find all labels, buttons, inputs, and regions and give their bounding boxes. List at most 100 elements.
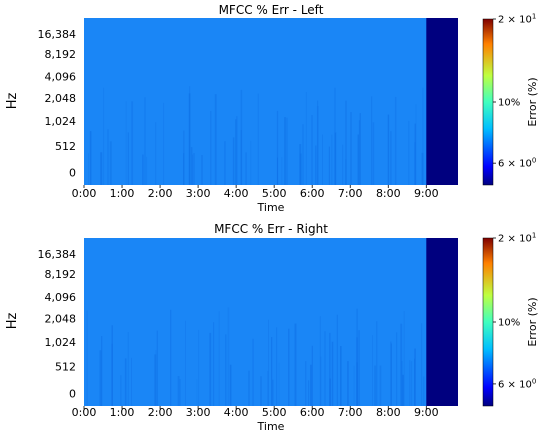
heatmap-streak (288, 328, 290, 406)
heatmap-streak (415, 104, 417, 185)
heatmap-streak (170, 309, 172, 406)
x-tick-label: 8:00 (376, 406, 401, 419)
heatmap-streak (213, 322, 215, 406)
colorbar-tick-exponent: 0 (532, 377, 536, 385)
colorbar-tick-label: 6 × 100 (498, 377, 536, 390)
heatmap-streak (277, 157, 278, 185)
colorbar-tick-base: 6 × 10 (498, 379, 532, 390)
x-axis-label-1: Time (257, 420, 285, 433)
x-tick-label: 8:00 (376, 187, 401, 200)
colorbar-tick-label: 10% (498, 98, 520, 109)
heatmap-streak (185, 320, 186, 406)
heatmap-streak (272, 379, 274, 406)
colorbar-tick-label: 2 × 101 (498, 232, 536, 245)
heatmap-streak (107, 129, 109, 185)
heatmap-streak (422, 376, 425, 406)
heatmap-streak (276, 110, 279, 185)
heatmap-streak (305, 92, 307, 185)
x-tick-label: 7:00 (338, 187, 363, 200)
x-tick-label: 4:00 (224, 187, 249, 200)
heatmap-streak (353, 365, 355, 406)
heatmap-streak (358, 330, 360, 406)
y-tick-label: 16,384 (38, 248, 77, 261)
x-tick-label: 3:00 (186, 406, 211, 419)
heatmap-streak (189, 86, 191, 185)
x-tick-label: 6:00 (300, 187, 325, 200)
heatmap-streak (408, 120, 410, 185)
colorbar-tick-exponent: 1 (532, 13, 536, 21)
heatmap-streak (311, 115, 313, 185)
heatmap-streak (359, 113, 361, 185)
heatmap-streak (235, 119, 237, 185)
heatmap-streak (276, 327, 278, 406)
heatmap-streak (278, 362, 280, 406)
heatmap-streak (89, 131, 92, 185)
heatmap-streak (225, 334, 227, 406)
heatmap-streak (156, 330, 158, 406)
heatmap-streak (317, 100, 319, 185)
heatmap-streak (329, 378, 331, 406)
heatmap-streak (328, 146, 330, 185)
heatmap-streak (410, 361, 413, 406)
heatmap-streak (324, 331, 326, 406)
heatmap-streak (421, 323, 423, 406)
y-tick-label: 4,096 (45, 71, 77, 84)
colorbar-tick-label: 6 × 100 (498, 157, 536, 170)
x-tick-label: 5:00 (262, 406, 287, 419)
heatmap-streak (227, 307, 230, 406)
colorbar-label-0: Error (%) (526, 77, 539, 126)
heatmap-streak (414, 348, 416, 406)
heatmap-streak (209, 332, 212, 406)
heatmap-streak (236, 116, 238, 185)
heatmap-streak (100, 152, 103, 185)
heatmap-padding-region-0 (426, 18, 458, 185)
y-tick-label: 0 (69, 167, 76, 180)
heatmap-streak (421, 152, 424, 185)
heatmap-streak (334, 87, 336, 185)
heatmap-streak (240, 89, 243, 185)
x-tick-label: 2:00 (148, 406, 173, 419)
x-tick-label: 4:00 (224, 406, 249, 419)
heatmap-streak (402, 374, 404, 406)
y-tick-label: 2,048 (45, 92, 77, 105)
heatmap-streak (299, 144, 302, 185)
heatmap-streak (356, 362, 358, 406)
heatmap-streak (358, 120, 360, 185)
colorbar-tick-exponent: 0 (532, 157, 536, 165)
heatmap-streak (305, 361, 307, 406)
heatmap-streak (329, 332, 331, 406)
heatmap-streak (372, 122, 375, 185)
heatmap-streak (319, 316, 321, 406)
heatmap-streak (250, 140, 252, 185)
y-tick-label: 1,024 (45, 115, 77, 128)
heatmap-streak (196, 379, 198, 406)
colorbar-tick-base: 2 × 10 (498, 234, 532, 245)
x-tick-label: 3:00 (186, 187, 211, 200)
heatmap-streak (379, 365, 382, 406)
heatmap-streak (154, 354, 157, 406)
heatmap-streak (120, 375, 122, 406)
heatmap-streak (177, 376, 180, 406)
heatmap-streak (257, 93, 259, 185)
heatmap-streak (198, 329, 200, 406)
heatmap-streak (248, 370, 250, 406)
heatmap-streak (271, 337, 273, 406)
x-tick-label: 2:00 (148, 187, 173, 200)
heatmap-streak (86, 310, 88, 406)
heatmap-streak (308, 380, 310, 406)
heatmap-streak (163, 102, 165, 185)
heatmap-streak (340, 346, 342, 406)
x-tick-label: 1:00 (110, 187, 135, 200)
heatmap-streak (268, 319, 269, 406)
heatmap-streak (350, 112, 352, 185)
heatmap-streak (390, 131, 392, 185)
heatmap-streak (294, 323, 297, 406)
x-tick-label: 0:00 (72, 187, 97, 200)
heatmap-streak (252, 338, 254, 406)
heatmap-streak (345, 159, 347, 185)
heatmap-streak (127, 332, 129, 406)
heatmap-streak (155, 350, 157, 406)
heatmap-streak (334, 132, 337, 185)
heatmap-streak (315, 145, 317, 185)
y-tick-label: 0 (69, 387, 76, 400)
